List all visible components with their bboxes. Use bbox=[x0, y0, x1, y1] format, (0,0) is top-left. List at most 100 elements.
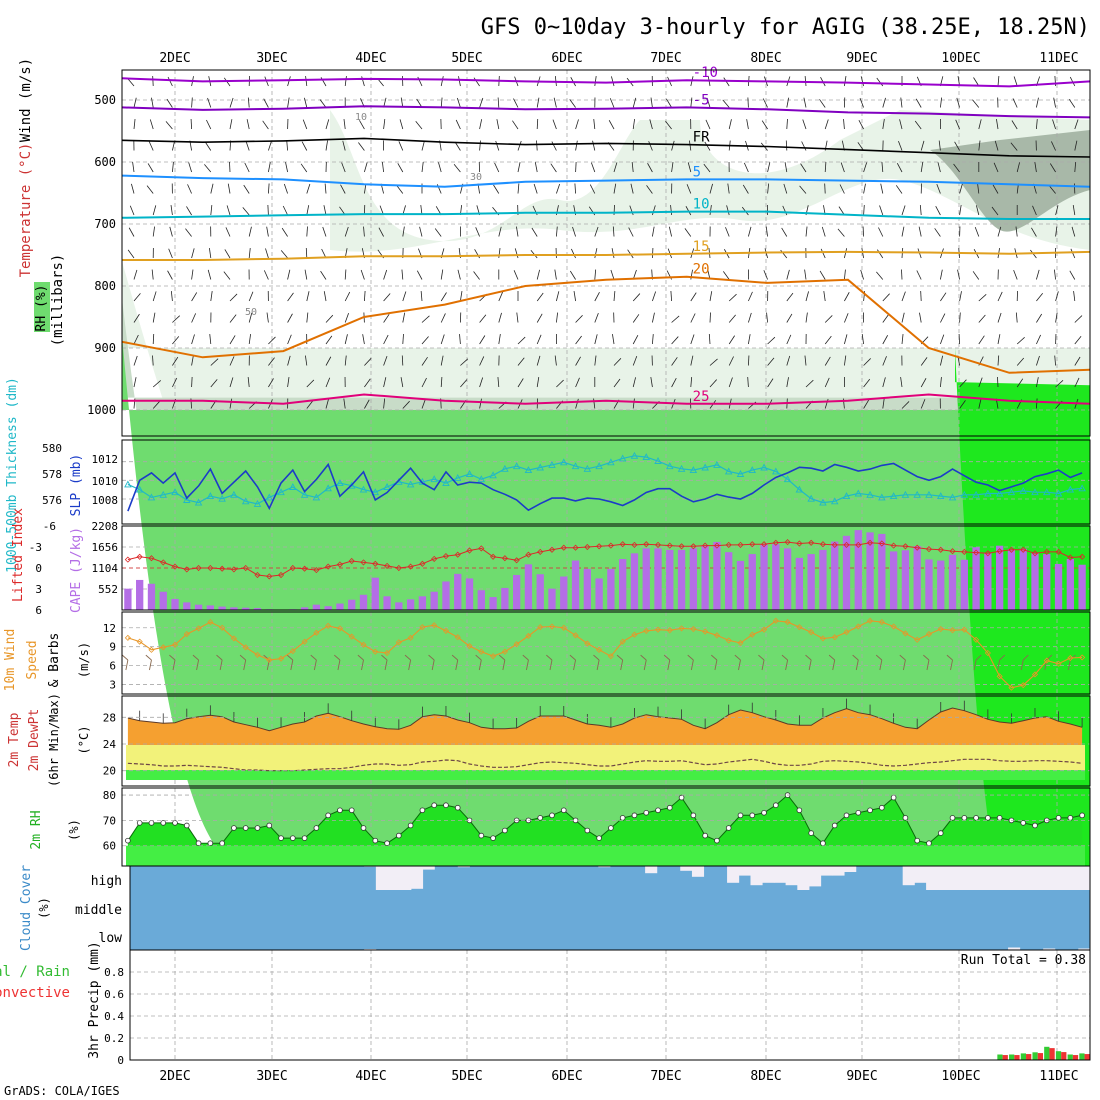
wind-barb bbox=[536, 377, 540, 388]
wind-barb bbox=[671, 336, 679, 345]
lifted-index-point bbox=[749, 541, 756, 548]
wind-barb bbox=[704, 141, 711, 151]
wind-tick-label: 9 bbox=[109, 641, 116, 654]
surface-wind-barb-feather bbox=[997, 659, 1001, 671]
wind-barb bbox=[1055, 226, 1058, 237]
wind-barb bbox=[306, 291, 310, 302]
wind-barb bbox=[858, 119, 864, 130]
thickness-point bbox=[489, 471, 497, 479]
wind-barb bbox=[978, 335, 985, 345]
wind-barb bbox=[209, 248, 212, 259]
surface-wind-barb-feather bbox=[808, 659, 812, 671]
wind-barb bbox=[287, 292, 294, 302]
li-tick-label: -3 bbox=[29, 541, 42, 554]
rh-point bbox=[549, 812, 555, 819]
wind-barb bbox=[824, 356, 831, 366]
wind-barb bbox=[997, 376, 999, 388]
wind-speed-point bbox=[737, 639, 744, 646]
wind-barb bbox=[151, 269, 154, 280]
wind-barb bbox=[147, 163, 154, 173]
wind-barb bbox=[460, 358, 469, 366]
wind-barb bbox=[287, 355, 291, 366]
precip-total-bar bbox=[1079, 1053, 1085, 1060]
wind-barb bbox=[863, 204, 865, 216]
wind-barb bbox=[823, 291, 826, 302]
wind-speed-point bbox=[843, 629, 850, 636]
surface-wind-barb-feather bbox=[902, 659, 906, 671]
wind-barb bbox=[551, 141, 557, 151]
wind-speed-point bbox=[1043, 657, 1050, 664]
surface-wind-barb bbox=[239, 654, 246, 661]
wind-barb bbox=[455, 119, 461, 130]
wind-barb bbox=[133, 313, 140, 323]
wind-barb bbox=[613, 378, 621, 388]
surface-wind-barb bbox=[169, 654, 176, 661]
cape-bar bbox=[937, 560, 945, 610]
lifted-index-axis-label: Lifted Index bbox=[11, 508, 26, 602]
wind-barb bbox=[671, 140, 675, 151]
slp-panel-frame bbox=[121, 439, 1091, 525]
wind-speed-point bbox=[230, 635, 237, 642]
wind-barb bbox=[152, 333, 155, 345]
precip-total-bar bbox=[1044, 1046, 1050, 1060]
wind-tick-label: 6 bbox=[109, 660, 116, 673]
thickness-point bbox=[677, 464, 686, 472]
wind-barb bbox=[457, 269, 461, 280]
wind-barb bbox=[191, 248, 195, 259]
wind-barb bbox=[652, 247, 654, 259]
rh-point bbox=[148, 820, 155, 826]
cape-bar bbox=[324, 606, 332, 610]
surface-wind-barb bbox=[546, 654, 553, 661]
pressure-tick-label: 500 bbox=[94, 93, 116, 107]
wind-barb bbox=[383, 269, 388, 280]
bottom-date-label: 8DEC bbox=[750, 1069, 781, 1084]
cloud-high-gap bbox=[797, 866, 810, 890]
lifted-index-point bbox=[171, 563, 179, 570]
rh-point bbox=[443, 802, 449, 808]
wind-barb bbox=[556, 312, 559, 323]
wind-barb bbox=[978, 294, 987, 302]
wind-barb bbox=[824, 119, 829, 130]
slp-line bbox=[127, 462, 1083, 512]
surface-wind-barb-feather bbox=[502, 659, 506, 671]
wind-barb bbox=[305, 355, 308, 366]
thickness-point bbox=[913, 490, 921, 498]
thickness-point bbox=[477, 475, 486, 483]
wind-barb bbox=[210, 379, 218, 388]
wind-barb bbox=[401, 355, 404, 366]
cape-bar bbox=[1007, 549, 1016, 610]
rh-point bbox=[560, 807, 567, 814]
wind-barb bbox=[609, 98, 615, 108]
wind-speed-point bbox=[855, 623, 862, 630]
wind-speed-point bbox=[148, 646, 155, 653]
thickness-point bbox=[701, 463, 709, 471]
wind-barb bbox=[325, 314, 334, 323]
wind-barb bbox=[919, 205, 922, 216]
thickness-point bbox=[618, 454, 627, 462]
cape-bar bbox=[819, 549, 827, 610]
wind-barb bbox=[556, 291, 560, 302]
wind-barb bbox=[325, 119, 330, 130]
wind-barb bbox=[844, 248, 848, 259]
wind-barb bbox=[920, 399, 926, 409]
wind-barb bbox=[997, 334, 1001, 345]
cape-bar bbox=[183, 602, 191, 610]
precip-total-bar bbox=[997, 1054, 1003, 1060]
wind-barb bbox=[901, 401, 910, 409]
surface-wind-barb bbox=[899, 654, 906, 661]
wind-barb bbox=[229, 377, 234, 388]
wind-barb bbox=[728, 314, 736, 323]
wind-barb bbox=[243, 184, 250, 194]
wind-barb bbox=[516, 312, 519, 323]
lifted-index-point bbox=[643, 541, 650, 548]
thickness-point bbox=[453, 473, 462, 481]
thickness-point bbox=[430, 475, 438, 483]
wind-barb bbox=[728, 377, 733, 388]
cape-bar bbox=[972, 547, 980, 610]
isotherm-label: 5 bbox=[693, 164, 701, 180]
bottom-date-label: 6DEC bbox=[551, 1069, 582, 1084]
lifted-index-point bbox=[937, 546, 944, 553]
wind-barb bbox=[396, 185, 404, 194]
wind-barb bbox=[782, 205, 788, 216]
cloud-low-gap bbox=[1043, 948, 1056, 950]
